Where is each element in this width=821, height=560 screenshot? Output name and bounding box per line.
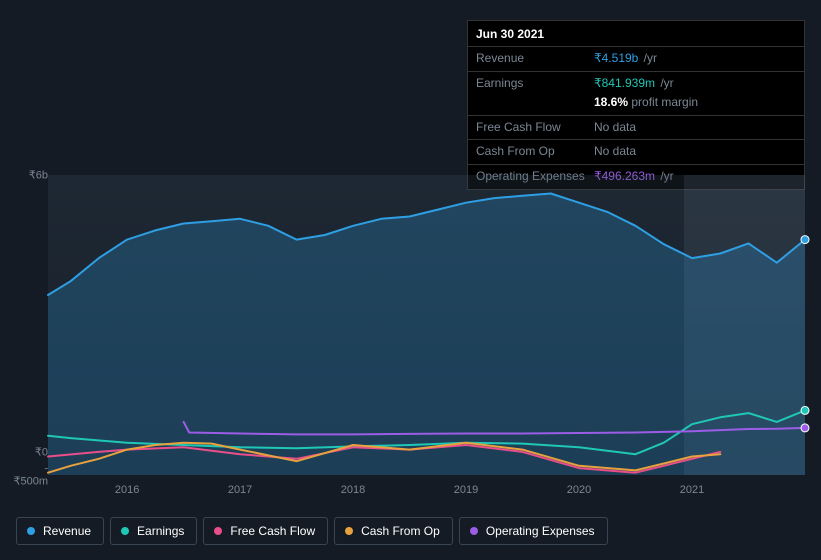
legend-item[interactable]: Earnings — [110, 517, 197, 545]
financials-chart[interactable]: ₹6b₹0-₹500m 2016 2017 2018 2019 2020 2021 — [16, 155, 805, 510]
x-tick-label: 2020 — [567, 484, 591, 496]
tooltip-row-label: Earnings — [476, 76, 594, 92]
tooltip-row-label: Free Cash Flow — [476, 120, 594, 136]
legend-dot-icon — [345, 527, 353, 535]
legend-dot-icon — [214, 527, 222, 535]
y-tick-label: ₹0 — [10, 445, 48, 458]
tooltip-row: Earnings₹841.939m /yr — [468, 71, 804, 96]
legend-dot-icon — [27, 527, 35, 535]
legend-dot-icon — [121, 527, 129, 535]
x-tick-label: 2016 — [115, 484, 139, 496]
tooltip-row-value: No data — [594, 120, 796, 136]
tooltip-row: Revenue₹4.519b /yr — [468, 47, 804, 71]
x-axis: 2016 2017 2018 2019 2020 2021 — [48, 480, 805, 500]
tooltip-row-value: ₹4.519b /yr — [594, 51, 796, 67]
y-tick-label: ₹6b — [10, 169, 48, 182]
tooltip-row-value: ₹841.939m /yr — [594, 76, 796, 92]
legend-item[interactable]: Operating Expenses — [459, 517, 608, 545]
chart-lines — [48, 155, 805, 475]
y-tick-label: -₹500m — [10, 463, 48, 488]
legend-label: Free Cash Flow — [230, 524, 315, 538]
tooltip-row-extra: 18.6% profit margin — [468, 95, 804, 115]
tooltip-row-label: Revenue — [476, 51, 594, 67]
legend-item[interactable]: Revenue — [16, 517, 104, 545]
legend-item[interactable]: Cash From Op — [334, 517, 453, 545]
legend-label: Cash From Op — [361, 524, 440, 538]
x-tick-label: 2021 — [680, 484, 704, 496]
x-tick-label: 2018 — [341, 484, 365, 496]
x-tick-label: 2019 — [454, 484, 478, 496]
y-axis: ₹6b₹0-₹500m — [16, 155, 48, 475]
plot-area — [48, 155, 805, 475]
chart-container: Jun 30 2021 Revenue₹4.519b /yrEarnings₹8… — [0, 0, 821, 560]
x-tick-label: 2017 — [228, 484, 252, 496]
legend-dot-icon — [470, 527, 478, 535]
legend-label: Earnings — [137, 524, 184, 538]
chart-legend: Revenue Earnings Free Cash Flow Cash From O… — [16, 517, 608, 545]
legend-label: Operating Expenses — [486, 524, 595, 538]
legend-label: Revenue — [43, 524, 91, 538]
legend-item[interactable]: Free Cash Flow — [203, 517, 328, 545]
tooltip-row: Free Cash FlowNo data — [468, 115, 804, 140]
tooltip-date: Jun 30 2021 — [468, 21, 804, 47]
